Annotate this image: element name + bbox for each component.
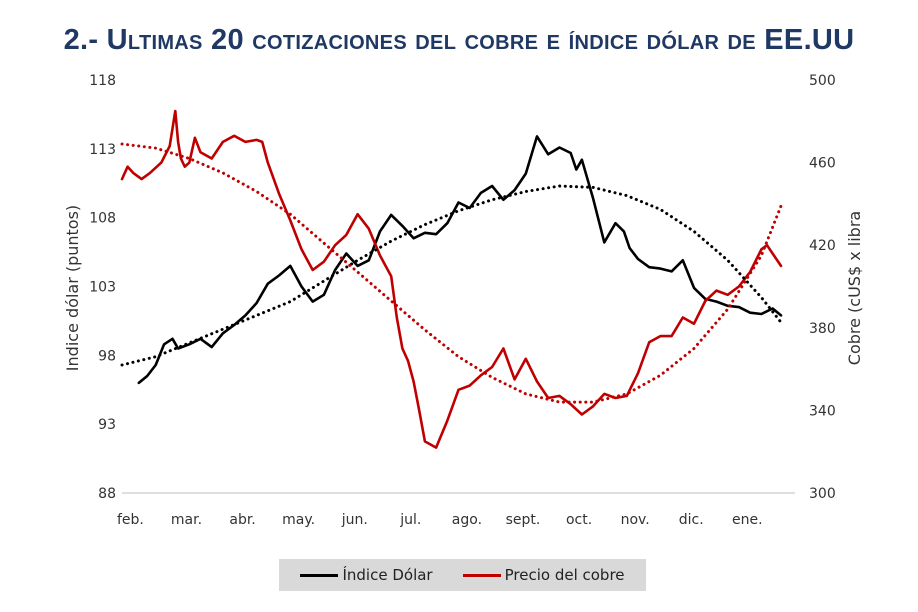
x-tick-label: ene. [732,512,763,528]
x-tick-label: jul. [399,512,421,528]
x-tick-label: dic. [679,512,704,528]
legend-label-copper: Precio del cobre [504,566,625,584]
x-tick-label: jun. [341,512,368,528]
y-tick-label-right: 500 [809,73,836,89]
x-tick-label: mar. [171,512,202,528]
y-tick-label-left: 103 [89,280,116,296]
x-tick-label: ago. [452,512,482,528]
legend-item-dollar: Índice Dólar [300,566,433,584]
plot-area [120,109,783,449]
y-tick-label-right: 300 [809,486,836,502]
copper-price-line [120,109,783,449]
x-tick-label: feb. [117,512,144,528]
legend: Índice Dólar Precio del cobre [279,559,646,591]
y-tick-label-left: 113 [89,142,116,158]
legend-item-copper: Precio del cobre [462,566,625,584]
y-tick-label-right: 380 [809,321,836,337]
dollar-index-line [137,135,783,385]
dollar-trend-line [120,184,783,367]
x-tick-label: may. [282,512,315,528]
y-tick-label-left: 98 [98,348,116,364]
legend-label-dollar: Índice Dólar [342,566,433,584]
x-tick-label: sept. [506,512,541,528]
x-tick-label: oct. [566,512,592,528]
y-tick-label-right: 420 [809,238,836,254]
y-tick-label-left: 118 [89,73,116,89]
y-axis-title-right: Cobre (cUS$ x libra [845,211,864,365]
chart-title: 2.- Ultimas 20 cotizaciones del cobre e … [63,24,855,56]
y-tick-label-right: 460 [809,156,836,172]
copper-trend-line [120,142,783,404]
y-tick-label-left: 108 [89,211,116,227]
y-tick-label-left: 93 [98,417,116,433]
y-tick-label-left: 88 [98,486,116,502]
y-tick-label-right: 340 [809,403,836,419]
axes: feb. mar. abr. may. jun. jul. ago. sept. oct. nov… [89,73,835,528]
x-tick-label: nov. [621,512,650,528]
legend-swatch-copper [462,573,501,577]
legend-swatch-dollar [300,573,339,577]
y-axis-title-left: Indice dólar (puntos) [63,205,82,371]
x-tick-label: abr. [229,512,255,528]
